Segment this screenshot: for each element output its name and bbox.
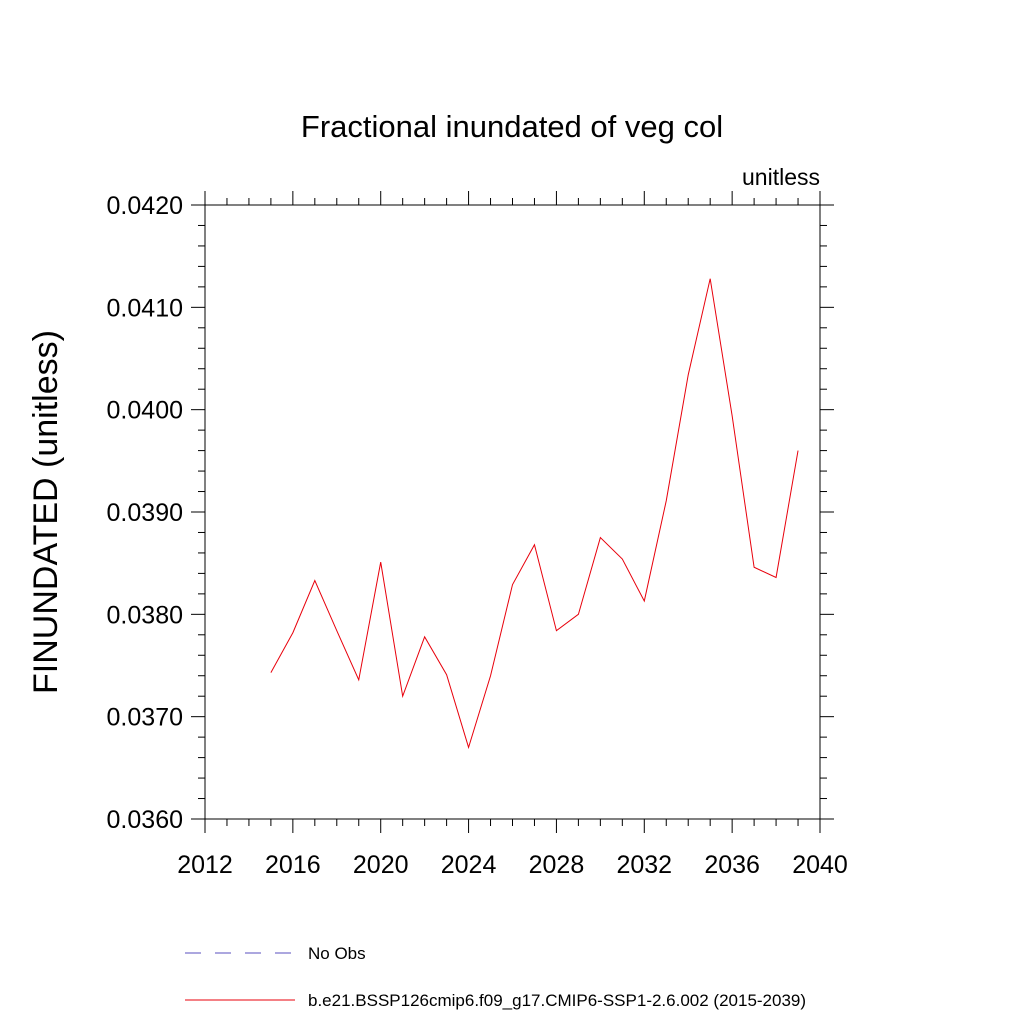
x-tick-label: 2020: [353, 851, 409, 879]
x-tick-label: 2036: [704, 851, 760, 879]
y-tick-label: 0.0370: [107, 704, 183, 732]
y-tick-label: 0.0390: [107, 499, 183, 527]
axis-tick-labels: 2012 2016 2020 2024 2028 2032 2036 2040 0.0360 0.…: [107, 192, 848, 879]
plot-frame: [204, 204, 821, 820]
legend-label: b.e21.BSSP126cmip6.f09_g17.CMIP6-SSP1-2.…: [308, 991, 806, 1010]
axis-ticks: [191, 191, 834, 833]
x-tick-label: 2016: [265, 851, 321, 879]
y-tick-label: 0.0420: [107, 192, 183, 220]
y-axis-label: FINUNDATED (unitless): [27, 330, 65, 694]
y-tick-label: 0.0360: [107, 806, 183, 834]
chart-title: Fractional inundated of veg col: [301, 109, 723, 144]
y-tick-label: 0.0400: [107, 397, 183, 425]
x-tick-label: 2040: [792, 851, 848, 879]
x-tick-label: 2032: [616, 851, 672, 879]
x-tick-label: 2028: [529, 851, 585, 879]
legend-label: No Obs: [308, 944, 366, 963]
y-tick-label: 0.0410: [107, 294, 183, 322]
series-line: [270, 278, 799, 750]
y-tick-label: 0.0380: [107, 601, 183, 629]
units-label: unitless: [742, 164, 820, 190]
x-tick-label: 2024: [441, 851, 497, 879]
legend: No Obs b.e21.BSSP126cmip6.f09_g17.CMIP6-S…: [185, 944, 806, 1010]
x-tick-label: 2012: [177, 851, 233, 879]
series-layer: [270, 278, 799, 750]
